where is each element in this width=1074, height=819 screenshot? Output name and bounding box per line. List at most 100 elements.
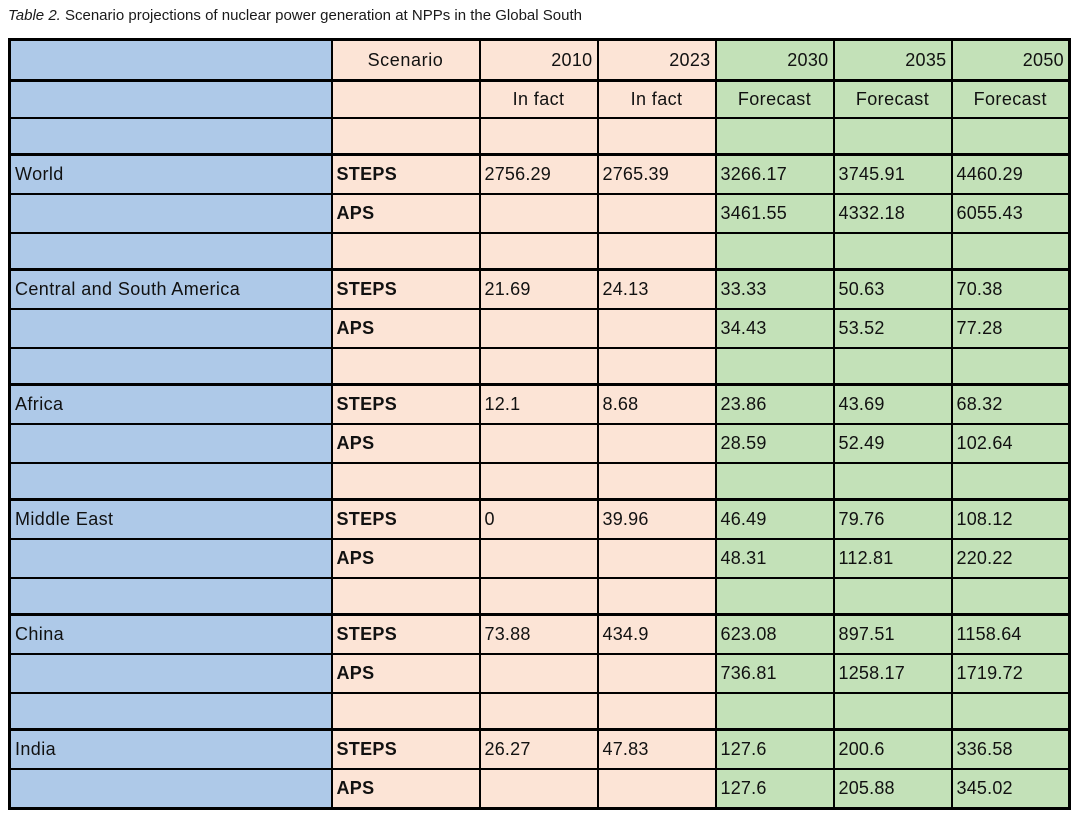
steps-value-cell: 8.68 [596,383,717,425]
table-caption-label: Table 2. [8,7,61,24]
kind-header-forecast-2030: Forecast [714,79,835,119]
spacer-cell [714,347,835,386]
region-aps-row: APS 48.31 112.81 220.22 [8,538,1071,579]
spacer-row [8,692,1071,731]
scenario-steps-label: STEPS [330,613,481,655]
region-aps-row: APS 34.43 53.52 77.28 [8,308,1071,349]
steps-value-cell: 0 [478,498,599,540]
steps-value-cell: 73.88 [478,613,599,655]
data-table: Scenario 2010 2023 2030 2035 2050 In fac… [8,38,1071,810]
aps-value-cell: 48.31 [714,538,835,579]
spacer-cell [714,462,835,501]
aps-value-cell [478,653,599,694]
spacer-row [8,117,1071,156]
aps-value-cell: 112.81 [832,538,953,579]
aps-value-cell: 53.52 [832,308,953,349]
aps-value-cell [596,538,717,579]
region-label: Middle East [8,498,333,540]
spacer-cell [8,347,333,386]
scenario-aps-label: APS [330,193,481,234]
year-header-2050: 2050 [950,38,1071,82]
aps-value-cell: 736.81 [714,653,835,694]
aps-value-cell: 6055.43 [950,193,1071,234]
steps-value-cell: 336.58 [950,728,1071,770]
aps-value-cell: 1719.72 [950,653,1071,694]
spacer-cell [478,117,599,156]
kind-header-row: In fact In fact Forecast Forecast Foreca… [8,79,1071,119]
kind-header-in-fact-2023: In fact [596,79,717,119]
region-steps-row: World STEPS 2756.29 2765.39 3266.17 3745.91 44… [8,153,1071,195]
region-steps-row: India STEPS 26.27 47.83 127.6 200.6 336.58 [8,728,1071,770]
year-header-2023: 2023 [596,38,717,82]
spacer-cell [596,692,717,731]
aps-value-cell [596,768,717,810]
spacer-cell [832,692,953,731]
year-header-row: Scenario 2010 2023 2030 2035 2050 [8,38,1071,82]
scenario-steps-label: STEPS [330,268,481,310]
spacer-cell [596,462,717,501]
aps-value-cell: 4332.18 [832,193,953,234]
region-steps-row: Central and South America STEPS 21.69 24.13… [8,268,1071,310]
aps-value-cell [596,193,717,234]
steps-value-cell: 24.13 [596,268,717,310]
spacer-cell [596,232,717,271]
spacer-cell [330,232,481,271]
aps-value-cell: 28.59 [714,423,835,464]
table-caption: Table 2. Scenario projections of nuclear… [8,6,1074,26]
spacer-cell [330,577,481,616]
spacer-cell [8,232,333,271]
spacer-cell [478,692,599,731]
spacer-cell [8,117,333,156]
aps-value-cell: 220.22 [950,538,1071,579]
region-label: Central and South America [8,268,333,310]
region-empty-cell [8,653,333,694]
region-label: Africa [8,383,333,425]
aps-value-cell: 77.28 [950,308,1071,349]
spacer-cell [330,692,481,731]
steps-value-cell: 70.38 [950,268,1071,310]
table-header: Scenario 2010 2023 2030 2035 2050 In fac… [8,38,1071,119]
steps-value-cell: 39.96 [596,498,717,540]
steps-value-cell: 43.69 [832,383,953,425]
steps-value-cell: 33.33 [714,268,835,310]
spacer-cell [832,232,953,271]
aps-value-cell [596,308,717,349]
region-aps-row: APS 3461.55 4332.18 6055.43 [8,193,1071,234]
spacer-row [8,232,1071,271]
scenario-steps-label: STEPS [330,498,481,540]
spacer-cell [950,117,1071,156]
steps-value-cell: 12.1 [478,383,599,425]
spacer-cell [832,577,953,616]
region-empty-cell [8,768,333,810]
region-empty-cell [8,423,333,464]
spacer-cell [950,577,1071,616]
aps-value-cell: 345.02 [950,768,1071,810]
steps-value-cell: 623.08 [714,613,835,655]
kind-header-forecast-2050: Forecast [950,79,1071,119]
spacer-cell [714,232,835,271]
steps-value-cell: 127.6 [714,728,835,770]
region-empty-cell [8,308,333,349]
spacer-cell [8,692,333,731]
aps-value-cell: 127.6 [714,768,835,810]
spacer-cell [478,462,599,501]
steps-value-cell: 23.86 [714,383,835,425]
spacer-row [8,347,1071,386]
spacer-cell [714,692,835,731]
aps-value-cell [478,768,599,810]
steps-value-cell: 26.27 [478,728,599,770]
region-label: India [8,728,333,770]
spacer-cell [596,117,717,156]
region-aps-row: APS 28.59 52.49 102.64 [8,423,1071,464]
table-body: World STEPS 2756.29 2765.39 3266.17 3745.91 44… [8,117,1071,810]
spacer-cell [950,692,1071,731]
spacer-cell [596,577,717,616]
aps-value-cell [478,193,599,234]
aps-value-cell [596,423,717,464]
steps-value-cell: 50.63 [832,268,953,310]
spacer-cell [832,462,953,501]
spacer-cell [596,347,717,386]
aps-value-cell [478,308,599,349]
scenario-steps-label: STEPS [330,153,481,195]
